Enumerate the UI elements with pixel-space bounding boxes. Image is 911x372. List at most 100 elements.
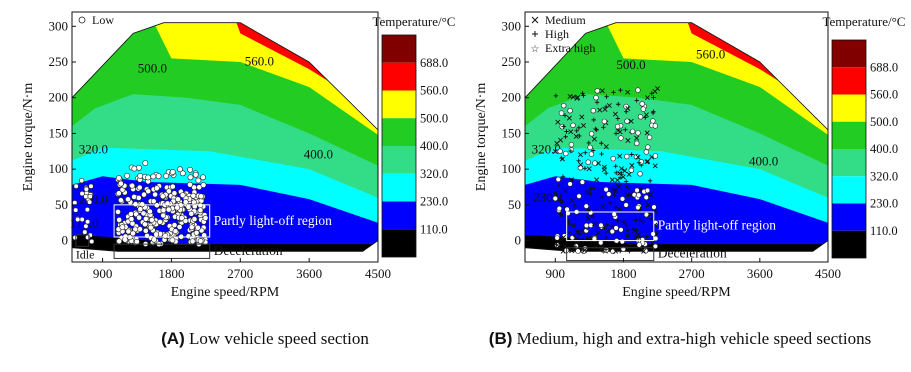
point-low (84, 207, 90, 213)
point-high (613, 205, 619, 210)
point-medium (559, 212, 565, 218)
point-extra-high (637, 171, 643, 177)
colorbar-segment (382, 146, 416, 174)
point-high (607, 200, 613, 206)
point-extra-high (598, 222, 604, 229)
point-low (87, 193, 93, 200)
legend-marker-plus (532, 31, 538, 37)
point-medium (555, 119, 561, 125)
point-high (576, 125, 582, 131)
point-low (136, 214, 142, 221)
point-low (128, 211, 134, 217)
point-low (160, 207, 167, 214)
point-medium (625, 192, 631, 198)
point-low (142, 227, 149, 234)
point-medium (554, 140, 560, 146)
point-extra-high (568, 147, 575, 153)
colorbar-label: 560.0 (420, 84, 448, 98)
scatter-points (552, 86, 661, 255)
point-extra-high (567, 181, 573, 187)
point-medium (574, 229, 580, 235)
caption-b-text: Medium, high and extra-high vehicle spee… (516, 329, 872, 348)
colorbar-segment (832, 176, 866, 204)
colorbar-title: Temperature/°C (823, 14, 906, 29)
point-low (159, 193, 166, 200)
point-low (116, 238, 123, 245)
point-low (142, 160, 149, 166)
point-high (616, 102, 621, 107)
point-high (603, 235, 609, 240)
point-medium (644, 159, 650, 165)
point-low (200, 182, 207, 188)
point-medium (652, 163, 658, 169)
point-low (150, 198, 157, 205)
colorbar-frame (831, 39, 867, 259)
colorbar-label: 400.0 (870, 142, 898, 156)
colorbar-segment (832, 203, 866, 231)
point-extra-high (583, 203, 589, 209)
contour-bands (72, 22, 378, 252)
point-low (88, 183, 94, 189)
point-low (189, 238, 196, 245)
chart-panel-a: 500.0 560.0 320.0 400.0 230.0 110.0 Partly lig… (21, 11, 455, 300)
point-extra-high (564, 206, 570, 213)
point-high (624, 223, 629, 228)
point-medium (571, 222, 577, 228)
point-extra-high (556, 205, 562, 212)
x-tick-label: 1800 (158, 266, 184, 281)
y-tick-label: 150 (49, 125, 69, 140)
contour-band-band-110 (72, 234, 378, 252)
point-extra-high (557, 148, 563, 154)
point-extra-high (639, 101, 645, 107)
point-extra-high (603, 186, 609, 193)
colorbar-label: 230.0 (420, 195, 448, 209)
point-low (176, 224, 183, 230)
point-low (73, 207, 79, 213)
region-box (566, 247, 655, 262)
point-high (593, 207, 598, 212)
point-medium (568, 177, 574, 183)
point-extra-high (652, 153, 659, 159)
point-high (611, 90, 616, 95)
point-high (583, 150, 588, 155)
point-high (637, 217, 643, 222)
point-low (142, 215, 149, 222)
y-tick-label: 300 (502, 18, 522, 33)
point-extra-high (635, 192, 642, 198)
point-extra-high (570, 122, 576, 129)
region-box (566, 211, 655, 242)
point-extra-high (623, 202, 629, 208)
point-medium (625, 106, 631, 112)
axes-frame (524, 11, 829, 263)
point-extra-high (601, 118, 608, 125)
region-box (113, 204, 211, 238)
point-low (160, 212, 167, 219)
point-low (191, 216, 198, 222)
legend-marker-star: ☆ (531, 44, 540, 55)
point-medium (597, 107, 603, 113)
point-high (644, 234, 650, 239)
x-tick-label: 3600 (747, 266, 773, 281)
point-high (561, 124, 566, 129)
point-low (197, 238, 204, 244)
point-extra-high (576, 193, 582, 199)
point-low (79, 178, 85, 184)
region-label-idle: Idle (76, 247, 95, 261)
point-extra-high (590, 107, 596, 114)
point-high (649, 216, 654, 221)
point-low (179, 170, 186, 177)
point-high (643, 115, 648, 120)
point-extra-high (552, 195, 558, 202)
point-medium (559, 156, 565, 162)
point-low (135, 194, 142, 201)
point-high (560, 199, 565, 205)
point-medium (556, 243, 562, 250)
point-extra-high (628, 167, 634, 174)
x-tick-label: 4500 (815, 266, 841, 281)
point-high (582, 166, 588, 171)
point-high (571, 233, 577, 238)
point-high (573, 217, 578, 222)
point-high (612, 193, 617, 198)
point-low (153, 185, 160, 192)
point-extra-high (635, 87, 641, 93)
